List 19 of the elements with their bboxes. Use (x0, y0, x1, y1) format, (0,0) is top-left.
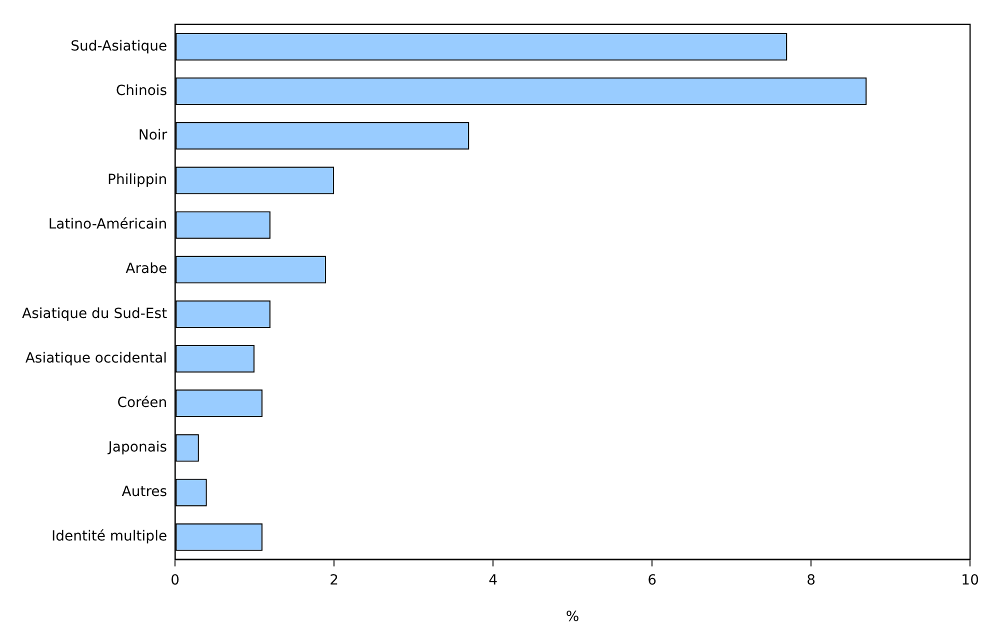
y-tick-label: Japonais (107, 440, 168, 456)
y-tick-label: Chinois (116, 82, 168, 99)
x-tick-label: 2 (330, 572, 339, 588)
y-tick-label: Autres (122, 484, 168, 500)
x-tick-label: 0 (170, 572, 180, 588)
y-tick-label: Identité multiple (51, 528, 168, 545)
x-tick-label: 8 (806, 572, 816, 588)
y-tick-label: Asiatique du Sud-Est (22, 306, 168, 322)
y-tick-label: Noir (138, 128, 168, 144)
y-tick-label: Sud-Asiatique (70, 38, 168, 54)
x-axis-title: % (566, 609, 580, 626)
y-tick-label: Coréen (117, 395, 168, 411)
y-tick-label: Arabe (126, 261, 168, 278)
y-tick-label: Asiatique occidental (25, 350, 168, 366)
x-tick-label: 10 (961, 572, 980, 588)
y-tick-label: Latino-Américain (48, 216, 168, 233)
x-tick-label: 4 (488, 572, 498, 588)
x-tick-label: 6 (648, 572, 657, 588)
y-tick-label: Philippin (108, 172, 168, 188)
